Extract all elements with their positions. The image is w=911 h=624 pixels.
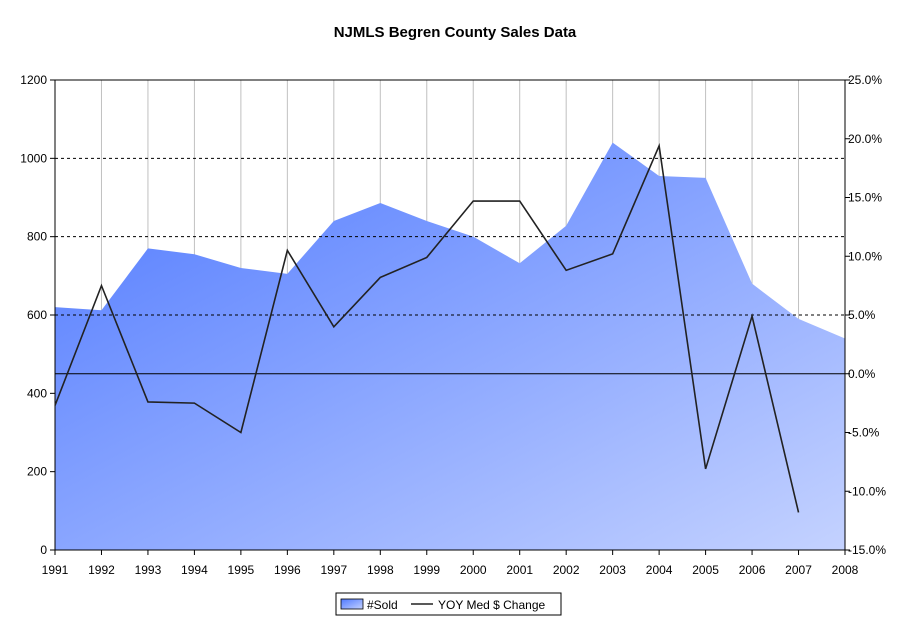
right-axis-tick-label: 20.0%	[848, 132, 882, 146]
left-axis-tick-label: 600	[27, 308, 47, 322]
left-axis-tick-label: 200	[27, 465, 47, 479]
x-axis-tick-label: 2002	[553, 563, 580, 577]
left-axis-tick-label: 800	[27, 230, 47, 244]
legend-label-yoy: YOY Med $ Change	[438, 598, 546, 612]
x-axis-tick-label: 2008	[832, 563, 859, 577]
chart-title: NJMLS Begren County Sales Data	[334, 24, 577, 41]
right-axis-tick-label: 25.0%	[848, 73, 882, 87]
plot-area: 0 200 400 600 800 1000 1200 -15.0% -10.0% -5.0% 0.…	[20, 73, 886, 577]
x-axis-tick-label: 2006	[739, 563, 766, 577]
x-axis-tick-label: 1994	[181, 563, 208, 577]
right-axis-tick-label: 5.0%	[848, 308, 876, 322]
left-axis-tick-label: 400	[27, 386, 47, 400]
x-axis-tick-label: 1997	[320, 563, 347, 577]
left-axis-tick-label: 1000	[20, 151, 47, 165]
legend: #Sold YOY Med $ Change	[335, 592, 562, 616]
series-line-yoy	[54, 142, 800, 513]
x-axis-tick-label: 1993	[135, 563, 162, 577]
x-axis-tick-label: 1999	[413, 563, 440, 577]
right-axis-tick-label: -5.0%	[848, 426, 880, 440]
x-axis-tick-label: 1995	[228, 563, 255, 577]
right-axis-tick-label: -10.0%	[848, 484, 886, 498]
x-axis-tick-label: 1996	[274, 563, 301, 577]
legend-swatch-sold	[340, 598, 364, 610]
right-axis-tick-label: 10.0%	[848, 249, 882, 263]
left-axis-tick-label: 0	[40, 543, 47, 557]
series-area-sold	[55, 142, 845, 550]
x-axis-tick-label: 2005	[692, 563, 719, 577]
x-axis-tick-label: 1998	[367, 563, 394, 577]
left-axis-tick-label: 1200	[20, 73, 47, 87]
x-axis-tick-label: 1991	[42, 563, 69, 577]
x-axis-tick-label: 2001	[506, 563, 533, 577]
right-axis-tick-label: 0.0%	[848, 367, 876, 381]
legend-box	[335, 592, 562, 616]
legend-label-sold: #Sold	[367, 598, 398, 612]
x-axis-tick-label: 2004	[646, 563, 673, 577]
right-axis-tick-label: -15.0%	[848, 543, 886, 557]
right-axis-tick-label: 15.0%	[848, 191, 882, 205]
x-axis-tick-label: 2007	[785, 563, 812, 577]
x-axis-tick-label: 2000	[460, 563, 487, 577]
x-axis-tick-label: 2003	[599, 563, 626, 577]
x-axis-tick-label: 1992	[88, 563, 115, 577]
